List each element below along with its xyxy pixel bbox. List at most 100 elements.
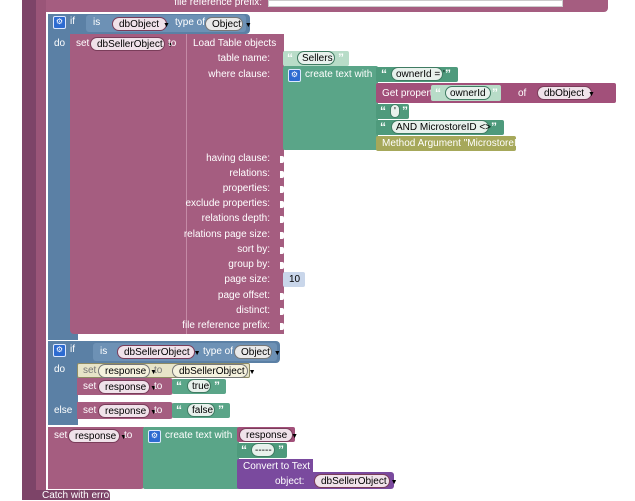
gear-icon[interactable]: ⚙ (53, 344, 66, 357)
gear-icon[interactable]: ⚙ (148, 430, 161, 443)
load-table-objects-title: Load Table objects (193, 38, 277, 49)
catch-with-error-block[interactable] (22, 490, 110, 500)
variable-response-label-b: response (105, 382, 147, 393)
set-dbsellerobject-block[interactable] (70, 34, 190, 334)
do-keyword: do (54, 38, 66, 49)
table-name-value[interactable]: Sellers (297, 51, 335, 65)
variable-response-pill-c[interactable]: response ▼ (98, 404, 157, 418)
if-keyword: if (70, 16, 75, 27)
type-of-keyword: type of (175, 17, 206, 28)
open-quote-icon: “ (176, 403, 182, 417)
open-quote-icon: “ (241, 443, 247, 457)
close-quote-icon: ” (492, 86, 498, 100)
open-quote-icon: “ (381, 67, 387, 81)
page-offset-input[interactable] (280, 293, 284, 300)
convert-to-text-block[interactable] (237, 459, 313, 489)
chevron-down-icon[interactable]: ▼ (273, 350, 281, 357)
chevron-down-icon[interactable]: ▼ (588, 91, 595, 98)
group-by-input[interactable] (280, 262, 284, 269)
close-quote-icon: ” (445, 67, 451, 81)
relations-page-size-label: relations page size: (183, 229, 270, 240)
variable-response-pill-a[interactable]: response ▼ (98, 364, 157, 378)
set-keyword-b: set (83, 381, 97, 392)
create-text-with-label-2: create text with (165, 430, 233, 441)
gear-icon[interactable]: ⚙ (288, 69, 301, 82)
sort-by-input[interactable] (280, 247, 284, 254)
property-name-value[interactable]: ownerId (445, 86, 491, 100)
table-name-value-text: Sellers (302, 53, 333, 64)
set-keyword-c: set (83, 405, 97, 416)
chevron-down-icon[interactable]: ▼ (193, 350, 201, 357)
to-keyword-c: to (154, 405, 163, 416)
method-argument-label: Method Argument "MicrostoreId" (382, 138, 526, 149)
sort-by-label: sort by: (237, 244, 270, 255)
chevron-down-icon[interactable]: ▼ (244, 22, 252, 29)
page-size-value[interactable]: 10 (289, 274, 301, 285)
variable-dbsellerobject-pill[interactable]: dbSellerObject ▼ (90, 37, 174, 51)
relations-page-size-input[interactable] (280, 232, 284, 239)
chevron-down-icon[interactable]: ▼ (248, 369, 256, 376)
chevron-down-icon[interactable]: ▼ (291, 433, 299, 440)
distinct-input[interactable] (280, 308, 284, 315)
variable-response-pill-b[interactable]: response ▼ (98, 380, 157, 394)
to-keyword-a: to (154, 365, 163, 376)
text-quote-text: ' (394, 106, 396, 117)
having-clause-label: having clause: (206, 153, 270, 164)
text-false-value[interactable]: false (187, 403, 215, 417)
method-argument-block[interactable] (376, 136, 516, 151)
relations-depth-input[interactable] (280, 216, 284, 223)
variable-dbobject-pill[interactable]: dbObject ▼ (112, 17, 170, 31)
variable-response-pill-e[interactable]: response ▼ (239, 428, 298, 442)
gear-icon[interactable]: ⚙ (53, 16, 66, 29)
type-object-label: Object (212, 19, 241, 30)
is-keyword: is (93, 17, 101, 28)
to-keyword-b: to (154, 381, 163, 392)
text-separator-text: ----- (255, 445, 272, 456)
relations-input[interactable] (280, 171, 284, 178)
type-object-dropdown[interactable]: Object ▼ (205, 17, 252, 31)
text-quote-value[interactable]: ' (390, 104, 400, 118)
relations-label: relations: (229, 168, 270, 179)
variable-dbsellerobject-pill-d[interactable]: dbSellerObject ▼ (314, 474, 398, 488)
close-quote-icon: ” (214, 379, 220, 393)
variable-dbsellerobject-pill-2[interactable]: dbSellerObject ▼ (117, 345, 201, 359)
text-and-clause-text: AND MicrostoreID <> (396, 122, 492, 133)
chevron-down-icon[interactable]: ▼ (166, 42, 174, 49)
object-label: object: (275, 476, 305, 487)
exclude-properties-input[interactable] (280, 201, 284, 208)
where-clause-label: where clause: (208, 69, 270, 80)
chevron-down-icon[interactable]: ▼ (150, 385, 158, 392)
try-block-outer[interactable] (22, 0, 36, 500)
close-quote-icon: ” (491, 120, 497, 134)
properties-input[interactable] (280, 186, 284, 193)
text-true-value[interactable]: true (187, 379, 211, 393)
file-reference-prefix-input[interactable] (280, 323, 284, 330)
text-separator-value[interactable]: ----- (251, 443, 275, 457)
load-table-objects-block[interactable] (186, 34, 284, 334)
to-keyword: to (168, 38, 177, 49)
text-ownerid-eq-value[interactable]: ownerId = ' (391, 67, 445, 81)
text-and-clause-value[interactable]: AND MicrostoreID <> (391, 120, 492, 134)
chevron-down-icon[interactable]: ▼ (150, 409, 158, 416)
file-reference-prefix-label: file reference prefix: (182, 320, 270, 331)
variable-response-pill-d[interactable]: response ▼ (68, 429, 127, 443)
create-text-with-label: create text with (305, 69, 373, 80)
variable-dbobject-pill-2[interactable]: dbObject ▼ (537, 86, 595, 100)
properties-label: properties: (222, 183, 270, 194)
text-ownerid-eq-text: ownerId = ' (396, 69, 445, 80)
page-size-number-block[interactable] (283, 272, 305, 287)
chevron-down-icon[interactable]: ▼ (150, 369, 158, 376)
catch-with-error-label: Catch with error (42, 490, 113, 501)
chevron-down-icon[interactable]: ▼ (390, 479, 398, 486)
having-clause-input[interactable] (280, 156, 284, 163)
open-quote-icon: “ (287, 51, 293, 65)
variable-response-label-e: response (246, 430, 288, 441)
type-object-dropdown-2[interactable]: Object ▼ (234, 345, 281, 359)
variable-dbsellerobject-pill-a[interactable]: dbSellerObject ▼ (172, 364, 256, 378)
variable-dbsellerobject-label-a: dbSellerObject (179, 366, 245, 377)
chevron-down-icon[interactable]: ▼ (120, 434, 128, 441)
variable-response-label-d: response (75, 431, 117, 442)
top-file-reference-input[interactable] (268, 0, 563, 7)
set-keyword-d: set (54, 430, 68, 441)
chevron-down-icon[interactable]: ▼ (163, 22, 170, 29)
